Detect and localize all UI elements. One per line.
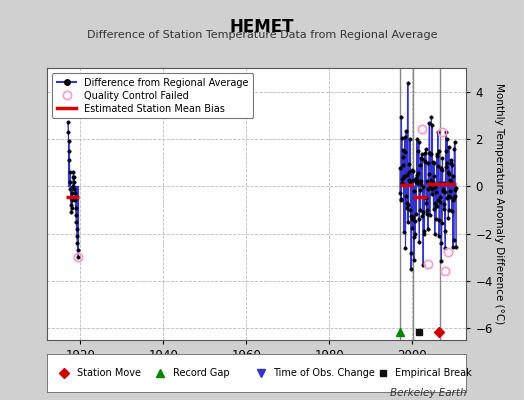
Text: Berkeley Earth: Berkeley Earth: [390, 388, 466, 398]
Legend: Difference from Regional Average, Quality Control Failed, Estimated Station Mean: Difference from Regional Average, Qualit…: [52, 73, 254, 118]
Text: Empirical Break: Empirical Break: [395, 368, 472, 378]
Text: Time of Obs. Change: Time of Obs. Change: [274, 368, 375, 378]
Text: Record Gap: Record Gap: [173, 368, 230, 378]
Y-axis label: Monthly Temperature Anomaly Difference (°C): Monthly Temperature Anomaly Difference (…: [494, 83, 504, 325]
Text: Station Move: Station Move: [77, 368, 140, 378]
Text: Difference of Station Temperature Data from Regional Average: Difference of Station Temperature Data f…: [87, 30, 437, 40]
Text: HEMET: HEMET: [230, 18, 294, 36]
